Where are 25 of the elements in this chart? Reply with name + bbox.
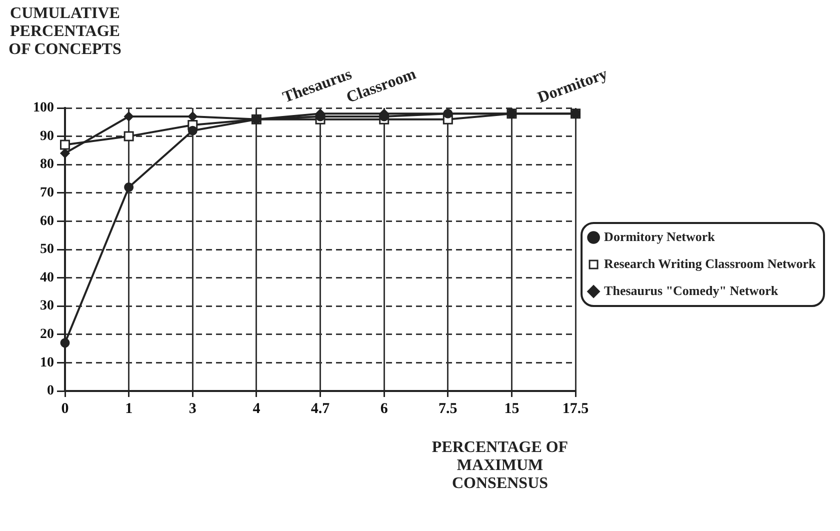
x-tick-label: 1 (125, 400, 133, 417)
y-tick-label: 70 (40, 186, 54, 201)
legend-label: Thesaurus "Comedy" Network (604, 282, 779, 298)
x-tick-label: 0 (61, 400, 69, 417)
y-tick-label: 0 (47, 384, 54, 399)
x-tick-label: 4 (252, 400, 261, 417)
legend-label: Research Writing Classroom Network (604, 256, 817, 271)
x-tick-label: 3 (188, 400, 196, 417)
y-tick-label: 20 (40, 327, 54, 342)
x-tick-label: 15 (504, 400, 520, 417)
y-tick-label: 100 (33, 100, 54, 116)
x-tick-label: 7.5 (438, 400, 458, 417)
y-tick-label: 90 (40, 128, 54, 144)
y-tick-label: 60 (40, 214, 54, 229)
y-axis-title: CUMULATIVE PERCENTAGE OF CONCEPTS (8, 5, 122, 58)
x-tick-label: 17.5 (562, 400, 589, 417)
y-tick-label: 40 (40, 270, 54, 286)
y-tick-label: 80 (40, 157, 54, 172)
y-tick-label: 10 (40, 355, 54, 370)
y-tick-label: 30 (40, 298, 54, 314)
x-axis-title: PERCENTAGE OF MAXIMUM CONSENSUS (432, 439, 568, 492)
x-tick-label: 4.7 (310, 400, 330, 417)
legend-label: Dormitory Network (604, 228, 716, 244)
x-tick-label: 6 (380, 400, 388, 417)
y-tick-label: 50 (40, 242, 54, 258)
